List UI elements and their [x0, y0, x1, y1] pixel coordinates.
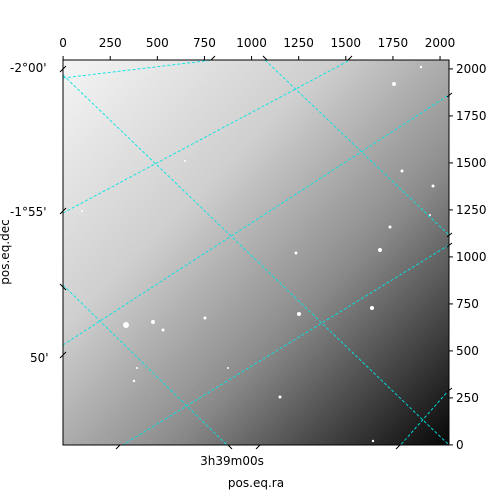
x-tick-label: 1500: [331, 36, 362, 50]
y-tick-label: 1250: [456, 203, 487, 217]
x-tick-label: 250: [99, 36, 122, 50]
ra-label: 3h39m00s: [200, 454, 264, 468]
y-tick-label: 250: [456, 391, 479, 405]
y-tick-label: 1750: [456, 109, 487, 123]
stars: [81, 65, 435, 443]
x-axis-label: pos.eq.ra: [228, 476, 284, 490]
x-tick-label: 2000: [425, 36, 456, 50]
x-tick-label: 1750: [378, 36, 409, 50]
x-tick-label: 500: [146, 36, 169, 50]
dec-label: -2°00': [10, 61, 47, 75]
y-tick-label: 1500: [456, 156, 487, 170]
y-tick-label: 1000: [456, 250, 487, 264]
coordinate-grid: [63, 60, 449, 445]
dec-label: -1°55': [10, 205, 47, 219]
dec-label: 50': [30, 351, 49, 365]
y-tick-label: 0: [456, 438, 464, 452]
x-tick-label: 0: [59, 36, 67, 50]
x-tick-label: 750: [193, 36, 216, 50]
x-tick-label: 1250: [283, 36, 314, 50]
y-axis-label: pos.eq.dec: [0, 219, 12, 284]
y-tick-label: 500: [456, 344, 479, 358]
image: [63, 60, 449, 445]
y-tick-label: 2000: [456, 62, 487, 76]
x-tick-label: 1000: [236, 36, 267, 50]
frame: [62, 59, 450, 446]
wcs-ticks: [59, 55, 453, 450]
y-tick-label: 750: [456, 297, 479, 311]
